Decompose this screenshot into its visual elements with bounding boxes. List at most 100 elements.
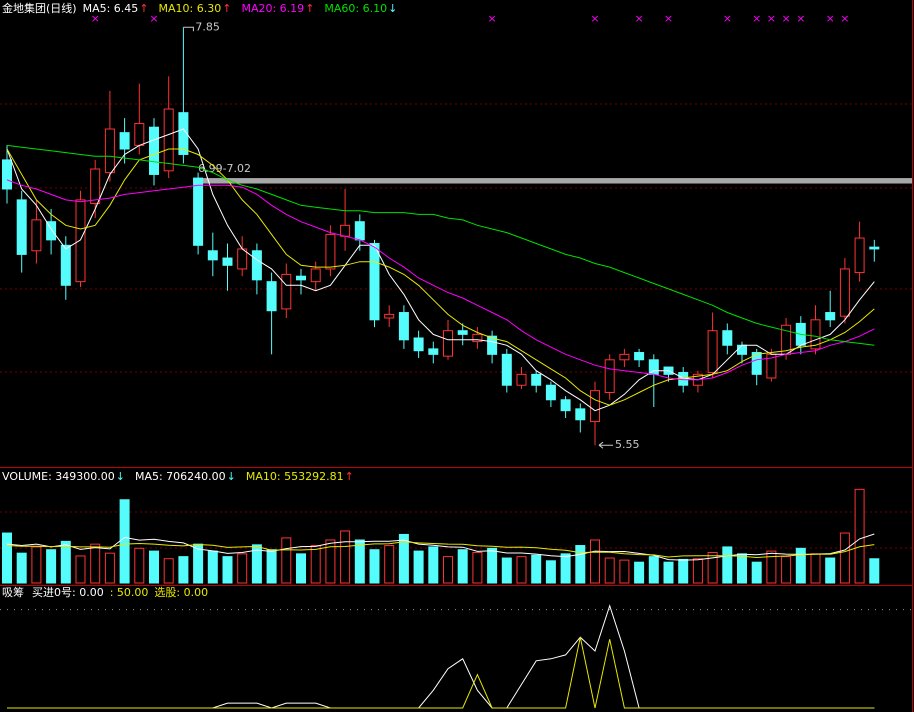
volume-bar	[854, 488, 865, 584]
candle-body	[869, 246, 880, 250]
chart-title: VOLUME: 349300.00	[2, 470, 115, 483]
candle-body	[163, 108, 174, 172]
candle-body	[31, 219, 42, 252]
candle-body	[149, 126, 159, 175]
volume-bar	[178, 556, 189, 584]
volume-bar	[472, 551, 483, 584]
legend-label: MA10: 553292.81	[246, 470, 344, 483]
signal-marker: ×	[767, 12, 776, 25]
candle-body	[325, 233, 336, 270]
volume-bar	[237, 553, 248, 584]
signal-marker: ×	[149, 12, 158, 25]
candle-body	[428, 348, 439, 355]
signal-marker: ×	[664, 12, 673, 25]
volume-bar	[369, 549, 380, 584]
candle-body	[707, 330, 718, 374]
low-marker	[598, 441, 613, 449]
volume-bar	[251, 544, 262, 584]
volume-bar	[634, 561, 645, 584]
volume-bar	[31, 546, 42, 584]
volume-bar	[443, 556, 453, 584]
candle-body	[487, 335, 498, 355]
candle-body	[810, 319, 821, 350]
trend-arrow: ↑	[222, 2, 231, 15]
volume-bar	[590, 539, 600, 584]
signal-marker: ×	[487, 12, 496, 25]
volume-bar	[325, 539, 336, 584]
candle-body	[443, 330, 453, 357]
legend-label: : 50.00	[110, 586, 149, 599]
ma-line	[6, 179, 875, 381]
candle-body	[310, 268, 321, 283]
volume-bar	[163, 558, 174, 584]
volume-bar	[839, 532, 850, 584]
volume-bar	[104, 552, 115, 584]
volume-bar	[707, 551, 718, 584]
volume-bar	[604, 557, 615, 584]
volume-bar	[46, 549, 57, 584]
signal-marker: ×	[723, 12, 732, 25]
volume-bar	[766, 550, 777, 584]
candle-body	[722, 330, 733, 346]
volume-bar	[90, 543, 101, 584]
volume-bar	[545, 560, 556, 584]
volume-bar	[281, 537, 292, 584]
candle-body	[751, 352, 762, 375]
indicator-line	[7, 637, 875, 709]
legend-label: 买进0号: 0.00	[32, 586, 104, 599]
candle-body	[516, 373, 527, 386]
volume-bar	[413, 550, 424, 584]
volume-bar	[560, 553, 571, 584]
candle-body	[369, 242, 380, 321]
volume-bar	[795, 547, 806, 584]
candle-body	[104, 128, 115, 174]
candle-body	[590, 390, 600, 423]
candle-body	[737, 344, 747, 355]
trend-arrow: ↓	[388, 2, 397, 15]
volume-bar	[825, 557, 836, 584]
volume-bar	[398, 533, 409, 584]
candle-body	[839, 268, 850, 317]
price-band	[193, 178, 913, 184]
volume-bar	[869, 558, 880, 584]
chart-title: 金地集团(日线)	[2, 1, 77, 15]
ma-line	[6, 148, 875, 406]
trend-arrow: ↓	[227, 470, 236, 483]
candle-body	[46, 221, 57, 241]
ma-line	[6, 128, 875, 412]
ma-line	[6, 144, 875, 346]
candle-body	[60, 244, 71, 286]
trend-arrow: ↑	[139, 2, 148, 15]
volume-bar	[781, 556, 792, 584]
volume-bar	[428, 546, 439, 584]
candle-body	[75, 199, 86, 283]
signal-marker: ×	[752, 12, 761, 25]
candle-body	[178, 112, 189, 155]
volume-bar	[487, 547, 498, 584]
volume-bar	[501, 557, 512, 584]
candle-body	[90, 168, 101, 205]
candle-body	[604, 359, 615, 393]
candle-body	[531, 373, 542, 386]
volume-bar	[193, 543, 204, 584]
legend-label: 选股: 0.00	[154, 586, 208, 599]
volume-bar	[75, 555, 86, 584]
candle-body	[457, 330, 468, 335]
signal-marker: ×	[634, 12, 643, 25]
candle-body	[560, 399, 571, 412]
signal-marker: ×	[590, 12, 599, 25]
volume-bar	[60, 540, 71, 584]
candle-body	[825, 312, 836, 321]
candle-body	[266, 281, 277, 312]
volume-bar	[119, 499, 130, 584]
signal-marker: ×	[91, 12, 100, 25]
low-label: 5.55	[615, 438, 640, 451]
candle-body	[472, 333, 483, 343]
candle-body	[193, 177, 204, 246]
volume-bar	[457, 549, 468, 584]
candle-body	[251, 250, 262, 281]
volume-bar	[810, 553, 821, 584]
volume-bar	[678, 558, 689, 584]
